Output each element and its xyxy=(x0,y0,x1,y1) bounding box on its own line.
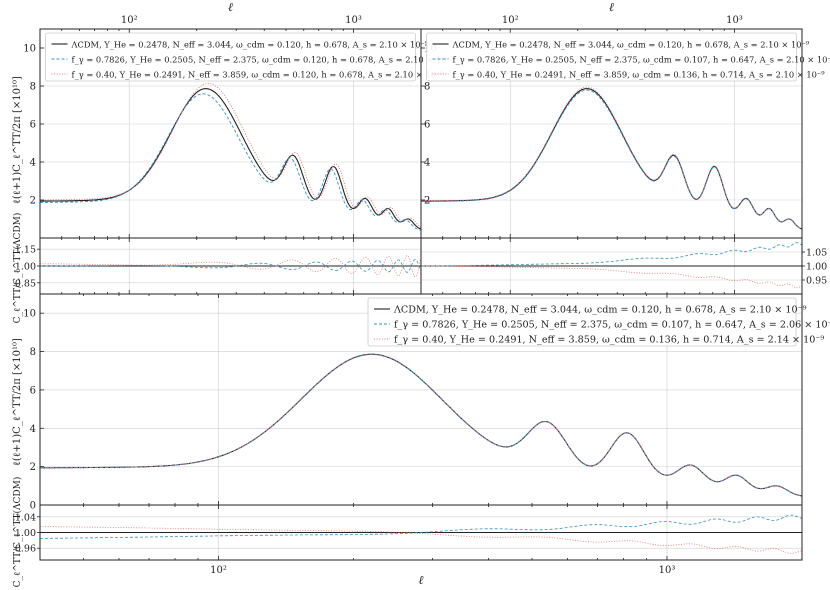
ratio-line-0 xyxy=(40,514,803,539)
xlabel-top: ℓ xyxy=(228,0,233,14)
ytick-label: 8 xyxy=(424,82,430,93)
legend: ΛCDM, Y_He = 0.2478, N_eff = 3.044, ω_cd… xyxy=(45,32,455,82)
ytick-label: 2 xyxy=(424,196,430,207)
xtick-label-top: 10³ xyxy=(345,15,362,26)
xtick-label-top: 10² xyxy=(502,15,519,26)
ratio-ytick-label: 1.05 xyxy=(806,248,827,259)
ytick-label: 0 xyxy=(30,501,36,512)
ytick-label: 6 xyxy=(424,120,430,131)
ytick-label: 4 xyxy=(30,158,36,169)
series-line-2 xyxy=(421,86,803,230)
series-line-1 xyxy=(40,93,422,231)
legend-box xyxy=(426,32,797,82)
legend-label: f_γ = 0.40, Y_He = 0.2491, N_eff = 3.859… xyxy=(72,70,445,81)
ratio-line-0 xyxy=(40,259,422,273)
ratio-ytick-label: 1.00 xyxy=(15,528,36,539)
series-line-1 xyxy=(40,354,803,497)
ytick-label: 10 xyxy=(23,44,36,55)
xtick-label-bottom: 10³ xyxy=(659,565,676,576)
ratio-ytick-label: 0.85 xyxy=(15,278,36,289)
xtick-label-top: 10³ xyxy=(726,15,743,26)
legend-label: ΛCDM, Y_He = 0.2478, N_eff = 3.044, ω_cd… xyxy=(393,305,807,316)
ytick-label: 8 xyxy=(30,347,36,358)
panel-bottom: 0 2 4 6 8 10 0.96 1.00 1.04 10² 10³ ΛCDM, Y_He = 0.… xyxy=(15,293,830,576)
ylabel-spectrum-bottom: ℓ(ℓ+1)C_ℓ^TT/2π [×10¹⁰] xyxy=(12,338,23,466)
legend: ΛCDM, Y_He = 0.2478, N_eff = 3.044, ω_cd… xyxy=(426,32,830,82)
xlabel-top: ℓ xyxy=(609,0,614,14)
legend-label: f_γ = 0.40, Y_He = 0.2491, N_eff = 3.859… xyxy=(394,335,824,346)
series-line-0 xyxy=(421,88,803,230)
legend: ΛCDM, Y_He = 0.2478, N_eff = 3.044, ω_cd… xyxy=(367,297,830,347)
series-line-0 xyxy=(40,88,422,230)
ylabel-spectrum-top: ℓ(ℓ+1)C_ℓ^TT/2π [×10¹⁰] xyxy=(12,76,23,204)
legend-box xyxy=(367,297,797,347)
ylabel-ratio-bottom: C_ℓ^TT/C_ℓ^TT(ΛCDM) xyxy=(12,477,23,588)
ytick-label: 2 xyxy=(30,462,36,473)
legend-label: ΛCDM, Y_He = 0.2478, N_eff = 3.044, ω_cd… xyxy=(452,40,810,51)
ratio-ytick-label: 0.96 xyxy=(15,544,36,555)
ratio-line-1 xyxy=(421,265,803,289)
ytick-label: 4 xyxy=(30,424,36,435)
legend-label: f_γ = 0.7826, Y_He = 0.2505, N_eff = 2.3… xyxy=(72,55,455,66)
legend-box xyxy=(45,32,416,82)
ylabel-ratio-top: C_ℓ^TT/C_ℓ^TT(ΛCDM) xyxy=(12,213,23,324)
ytick-label: 4 xyxy=(424,158,430,169)
legend-label: f_γ = 0.7826, Y_He = 0.2505, N_eff = 2.3… xyxy=(453,55,830,66)
legend-label: f_γ = 0.40, Y_He = 0.2491, N_eff = 3.859… xyxy=(453,70,826,81)
ytick-label: 2 xyxy=(30,196,36,207)
ytick-label: 8 xyxy=(30,82,36,93)
series-line-1 xyxy=(420,89,803,230)
xtick-label-bottom: 10² xyxy=(210,565,227,576)
xtick-label-top: 10² xyxy=(121,15,138,26)
ratio-ytick-label: 1.04 xyxy=(15,512,36,523)
legend-label: ΛCDM, Y_He = 0.2478, N_eff = 3.044, ω_cd… xyxy=(71,40,429,51)
panel-top-left: 2 4 6 8 10 0.85 1.00 1.15 10² 10³ ℓ ΛCDM, Y_He = 0.… xyxy=(15,0,455,295)
series-line-2 xyxy=(39,353,803,497)
ratio-ytick-label: 1.00 xyxy=(806,262,827,273)
series-line-2 xyxy=(40,82,422,228)
ytick-label: 10 xyxy=(23,309,36,320)
ratio-ytick-label: 1.15 xyxy=(15,245,36,256)
ratio-ytick-label: 0.95 xyxy=(806,276,827,287)
xlabel-bottom: ℓ xyxy=(419,573,424,587)
legend-label: f_γ = 0.7826, Y_He = 0.2505, N_eff = 2.3… xyxy=(394,320,830,331)
ytick-label: 6 xyxy=(30,120,36,131)
ratio-line-1 xyxy=(40,526,803,554)
series-line-0 xyxy=(40,353,803,497)
ytick-label: 6 xyxy=(30,385,36,396)
ratio-ytick-label: 1.00 xyxy=(15,262,36,273)
ratio-line-0 xyxy=(421,242,803,267)
